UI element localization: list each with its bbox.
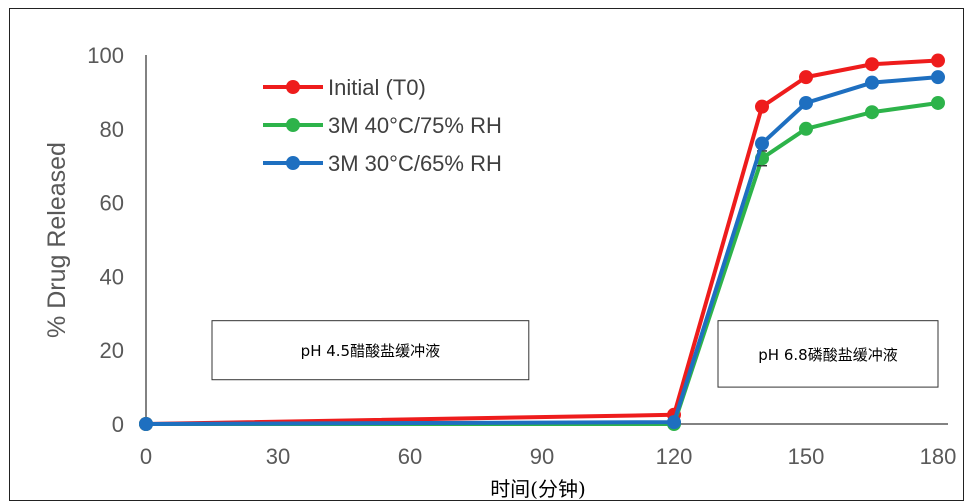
x-tick-label: 90 [530, 444, 554, 469]
legend-marker [286, 156, 300, 170]
x-tick-label: 60 [398, 444, 422, 469]
y-tick-label: 40 [100, 264, 124, 289]
series-line [145, 58, 939, 426]
x-tick-label: 30 [266, 444, 290, 469]
legend-label: 3M 40°C/75% RH [328, 113, 502, 138]
y-tick-label: 0 [112, 412, 124, 437]
annotation-box [717, 320, 939, 388]
legend-marker [286, 80, 300, 94]
data-point [931, 53, 945, 68]
data-point [139, 417, 153, 431]
x-tick-label: 180 [920, 444, 957, 469]
annotation-boxes: pH 4.5醋酸盐缓冲液 pH 6.8磷酸盐缓冲液 [211, 320, 939, 388]
x-tick-label: 150 [788, 444, 825, 469]
legend-marker [286, 118, 300, 132]
legend: Initial (T0) 3M 40°C/75% RH 3M 30°C/65% RH [263, 75, 502, 176]
data-point [931, 70, 945, 85]
data-point [865, 57, 879, 72]
y-tick-label: 20 [100, 338, 124, 363]
data-point [799, 121, 813, 136]
data-point [865, 75, 879, 90]
data-point [755, 99, 769, 114]
data-point [667, 415, 681, 430]
legend-label: 3M 30°C/65% RH [328, 151, 502, 176]
data-point [799, 95, 813, 110]
x-tick-label: 120 [656, 444, 693, 469]
annotation-box [211, 320, 530, 381]
data-point [931, 95, 945, 110]
data-point [865, 105, 879, 120]
y-axis-label: % Drug Released [43, 142, 71, 338]
annotation-label: pH 6.8磷酸盐缓冲液 [758, 346, 897, 364]
x-axis-label: 时间(分钟) [490, 477, 586, 501]
data-point [755, 136, 769, 151]
chart-frame [9, 8, 964, 501]
legend-label: Initial (T0) [328, 75, 426, 100]
annotation-label: pH 4.5醋酸盐缓冲液 [301, 342, 440, 360]
y-tick-label: 100 [87, 43, 124, 68]
series-line [145, 75, 939, 426]
y-tick-label: 60 [100, 191, 124, 216]
data-point [799, 70, 813, 85]
axes: 0 20 40 60 80 100 0 30 60 90 120 150 180 [87, 43, 956, 469]
series-group [139, 53, 945, 431]
x-tick-label: 0 [140, 444, 152, 469]
y-tick-label: 80 [100, 117, 124, 142]
